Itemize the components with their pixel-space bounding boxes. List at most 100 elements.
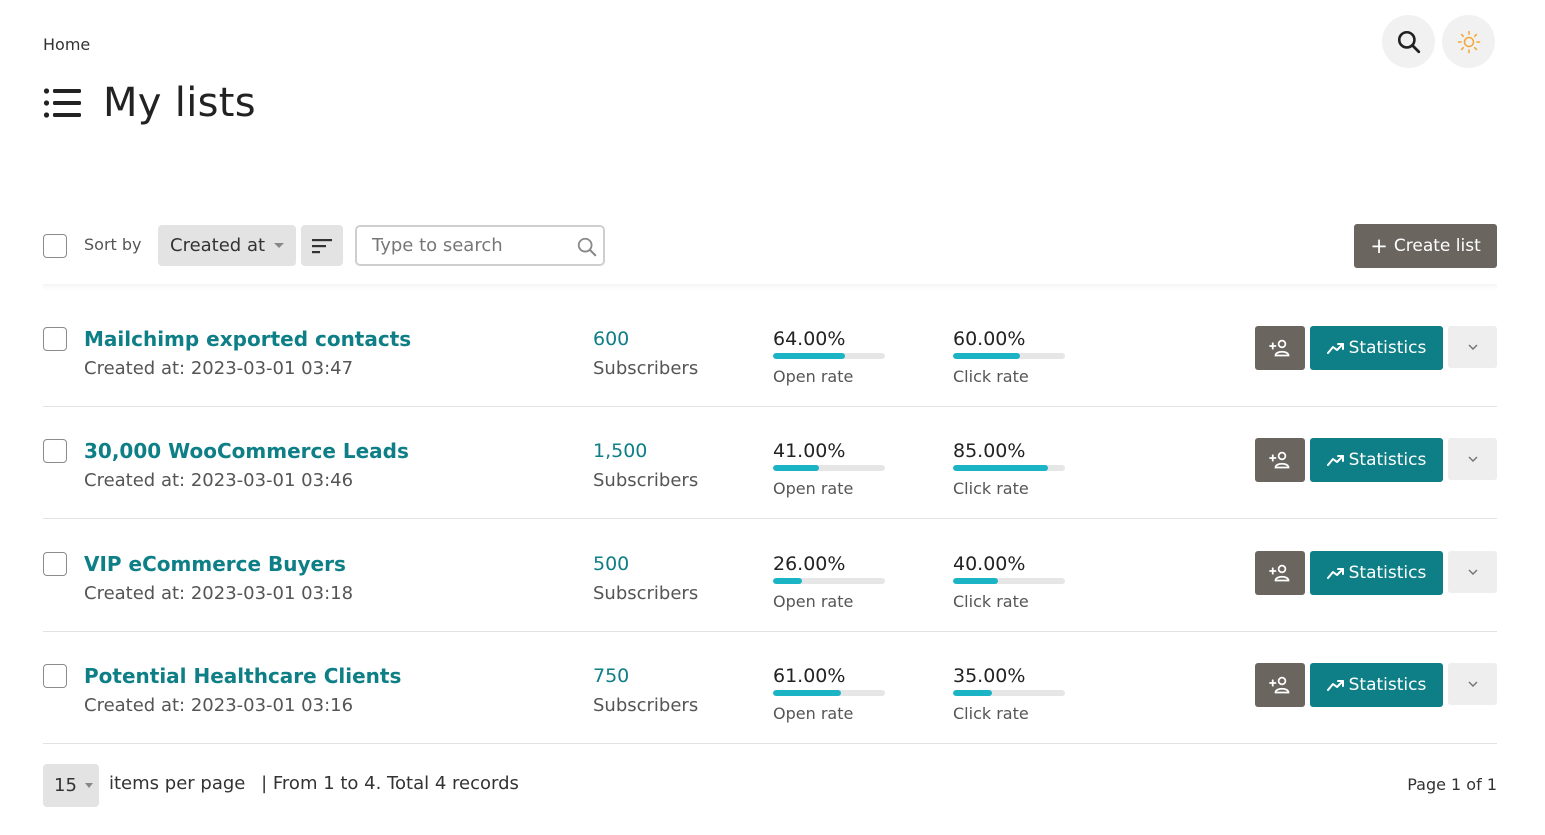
items-per-page-label: items per page: [109, 773, 246, 794]
list-row: VIP eCommerce Buyers Created at: 2023-03…: [43, 520, 1497, 632]
open-rate-bar: [773, 465, 885, 471]
list-row: Mailchimp exported contacts Created at: …: [43, 295, 1497, 407]
add-subscriber-button[interactable]: [1255, 663, 1305, 707]
chevron-down-icon: [1467, 681, 1478, 687]
trend-icon: [1326, 568, 1344, 579]
more-actions-button[interactable]: [1448, 663, 1497, 705]
trend-icon: [1326, 343, 1344, 354]
sun-icon: [1457, 30, 1480, 53]
open-rate-label: Open rate: [773, 704, 854, 723]
statistics-button[interactable]: Statistics: [1310, 438, 1443, 482]
click-rate-metric: 35.00% Click rate: [953, 665, 1065, 723]
click-rate-bar: [953, 690, 1065, 696]
click-rate-metric: 85.00% Click rate: [953, 440, 1065, 498]
add-subscriber-icon: [1269, 451, 1290, 469]
search-button[interactable]: [1382, 15, 1435, 68]
click-rate-value: 60.00%: [953, 328, 1026, 350]
caret-down-icon: [84, 783, 93, 788]
click-rate-fill: [953, 353, 1021, 359]
add-subscriber-button[interactable]: [1255, 551, 1305, 595]
items-per-page-select[interactable]: 15: [43, 764, 99, 807]
list-row: Potential Healthcare Clients Created at:…: [43, 632, 1497, 744]
pagination-summary: items per page | From 1 to 4. Total 4 re…: [109, 773, 519, 794]
chevron-down-icon: [1467, 569, 1478, 575]
subscribers-label: Subscribers: [593, 470, 699, 491]
records-summary: | From 1 to 4. Total 4 records: [261, 773, 519, 794]
click-rate-bar: [953, 578, 1065, 584]
breadcrumb[interactable]: Home: [43, 35, 91, 54]
sort-direction-button[interactable]: [301, 225, 343, 266]
open-rate-label: Open rate: [773, 592, 854, 611]
subscribers-count-link[interactable]: 600: [593, 328, 630, 350]
page-header: My lists: [43, 80, 256, 126]
list-name-link[interactable]: 30,000 WooCommerce Leads: [84, 439, 409, 463]
click-rate-metric: 40.00% Click rate: [953, 553, 1065, 611]
open-rate-metric: 41.00% Open rate: [773, 440, 885, 498]
statistics-button[interactable]: Statistics: [1310, 663, 1443, 707]
click-rate-label: Click rate: [953, 592, 1029, 611]
open-rate-metric: 61.00% Open rate: [773, 665, 885, 723]
click-rate-label: Click rate: [953, 704, 1029, 723]
sort-lines-icon: [312, 238, 332, 253]
chevron-down-icon: [1467, 344, 1478, 350]
subscribers-count-link[interactable]: 1,500: [593, 440, 648, 462]
click-rate-fill: [953, 578, 998, 584]
list-icon: [43, 88, 81, 118]
list-name-link[interactable]: VIP eCommerce Buyers: [84, 552, 346, 576]
add-subscriber-icon: [1269, 676, 1290, 694]
subscribers-label: Subscribers: [593, 695, 699, 716]
click-rate-fill: [953, 465, 1049, 471]
statistics-label: Statistics: [1348, 450, 1427, 470]
list-created-at: Created at: 2023-03-01 03:16: [84, 695, 354, 716]
more-actions-button[interactable]: [1448, 326, 1497, 368]
list-row: 30,000 WooCommerce Leads Created at: 202…: [43, 407, 1497, 519]
search-field[interactable]: [355, 225, 605, 266]
page-info: Page 1 of 1: [1407, 775, 1497, 794]
click-rate-fill: [953, 690, 993, 696]
create-list-button[interactable]: + Create list: [1354, 224, 1497, 268]
open-rate-value: 26.00%: [773, 553, 846, 575]
chevron-down-icon: [1467, 456, 1478, 462]
statistics-label: Statistics: [1348, 563, 1427, 583]
subscribers-count-link[interactable]: 500: [593, 553, 630, 575]
trend-icon: [1326, 680, 1344, 691]
click-rate-label: Click rate: [953, 479, 1029, 498]
subscribers-label: Subscribers: [593, 583, 699, 604]
select-all-checkbox[interactable]: [43, 234, 67, 258]
list-created-at: Created at: 2023-03-01 03:18: [84, 583, 354, 604]
row-checkbox[interactable]: [43, 552, 67, 576]
list-name-link[interactable]: Mailchimp exported contacts: [84, 327, 412, 351]
open-rate-value: 41.00%: [773, 440, 846, 462]
statistics-button[interactable]: Statistics: [1310, 551, 1443, 595]
open-rate-fill: [773, 353, 845, 359]
sort-select-value: Created at: [170, 235, 266, 256]
statistics-label: Statistics: [1348, 338, 1427, 358]
open-rate-bar: [773, 578, 885, 584]
search-input[interactable]: [357, 227, 557, 264]
items-per-page-value: 15: [54, 775, 77, 796]
click-rate-value: 40.00%: [953, 553, 1026, 575]
row-checkbox[interactable]: [43, 439, 67, 463]
more-actions-button[interactable]: [1448, 551, 1497, 593]
open-rate-fill: [773, 465, 819, 471]
sort-select[interactable]: Created at: [158, 225, 296, 266]
add-subscriber-button[interactable]: [1255, 326, 1305, 370]
add-subscriber-button[interactable]: [1255, 438, 1305, 482]
search-icon: [1397, 30, 1420, 53]
caret-down-icon: [274, 243, 285, 248]
list-created-at: Created at: 2023-03-01 03:46: [84, 470, 354, 491]
click-rate-label: Click rate: [953, 367, 1029, 386]
list-name-link[interactable]: Potential Healthcare Clients: [84, 664, 402, 688]
statistics-button[interactable]: Statistics: [1310, 326, 1443, 370]
click-rate-metric: 60.00% Click rate: [953, 328, 1065, 386]
subscribers-label: Subscribers: [593, 358, 699, 379]
theme-toggle-button[interactable]: [1442, 15, 1495, 68]
magnifier-icon: [577, 237, 597, 257]
row-checkbox[interactable]: [43, 664, 67, 688]
open-rate-bar: [773, 690, 885, 696]
click-rate-bar: [953, 353, 1065, 359]
open-rate-fill: [773, 578, 803, 584]
row-checkbox[interactable]: [43, 327, 67, 351]
subscribers-count-link[interactable]: 750: [593, 665, 630, 687]
more-actions-button[interactable]: [1448, 438, 1497, 480]
